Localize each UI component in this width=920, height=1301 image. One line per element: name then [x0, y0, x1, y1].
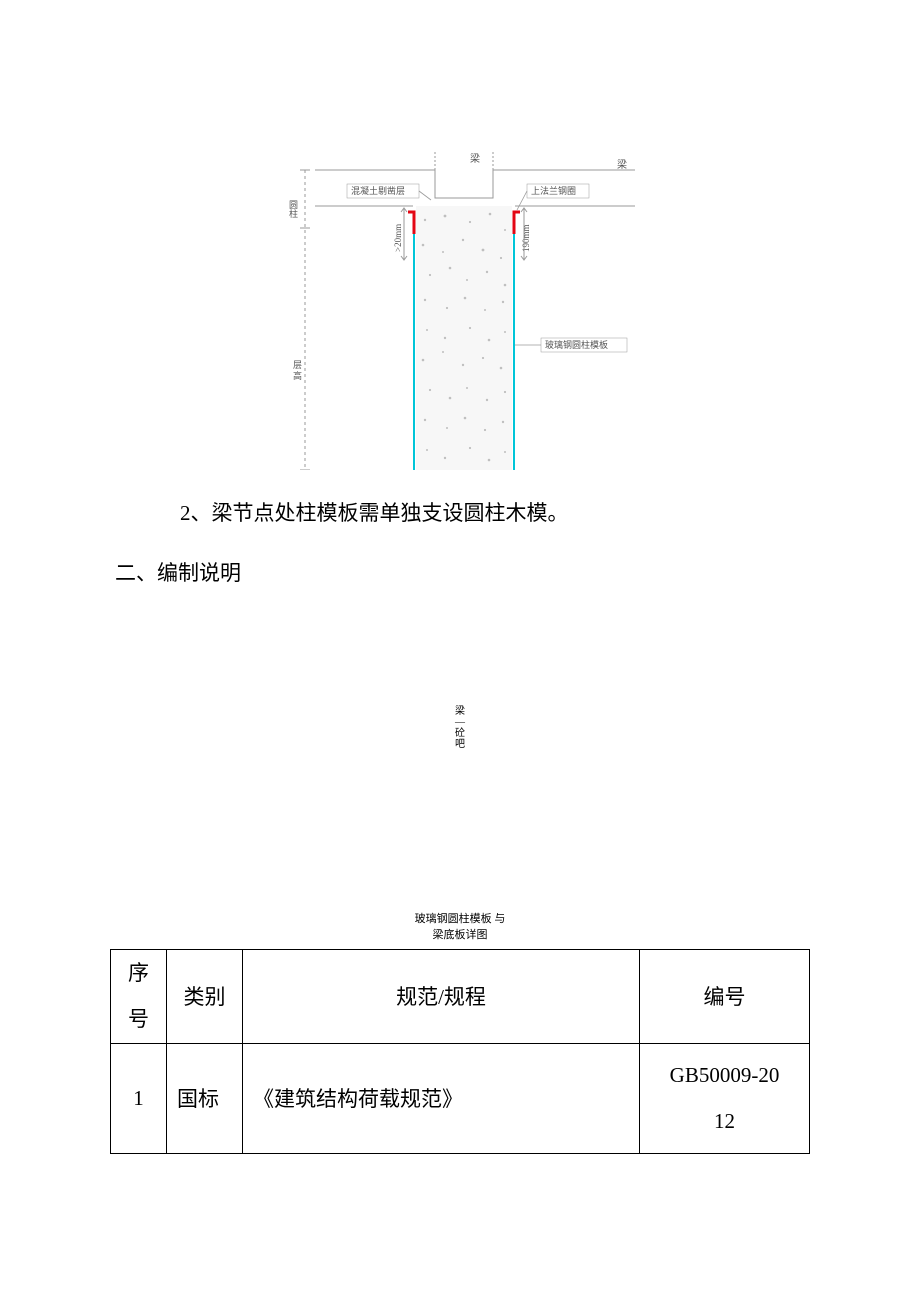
th-code: 编号 — [640, 950, 810, 1043]
paragraph-2: 2、梁节点处柱模板需单独支设圆柱木模。 — [110, 490, 810, 536]
th-cat: 类别 — [167, 950, 243, 1043]
cell-num: 1 — [111, 1043, 167, 1153]
section-heading: 二、编制说明 — [110, 550, 810, 596]
caption-line1: 玻璃钢圆柱模板 与 — [415, 913, 506, 925]
dim-left-label: >20mm — [393, 224, 403, 252]
standards-table: 序号 类别 规范/规程 编号 1 国标 《建筑结构荷载规范》 GB50009-2… — [110, 949, 810, 1153]
diagram2-caption: 玻璃钢圆柱模板 与 梁底板详图 — [110, 912, 810, 943]
caption-line2: 梁底板详图 — [433, 929, 488, 941]
column-beam-diagram: >20mm 190mm 梁 梁 混凝土剔凿层 上法兰钢圈 — [275, 140, 645, 470]
round-col-label: 圆柱 — [288, 200, 298, 218]
diagram2-region: 梁—砼吧 — [110, 706, 810, 752]
dim-right-label: 190mm — [521, 224, 531, 252]
concrete-layer-label: 混凝土剔凿层 — [351, 185, 405, 196]
height-dim-label: 层 高 — [292, 360, 302, 381]
th-spec: 规范/规程 — [243, 950, 640, 1043]
cell-spec: 《建筑结构荷载规范》 — [243, 1043, 640, 1153]
th-num: 序号 — [111, 950, 167, 1043]
table-row: 1 国标 《建筑结构荷载规范》 GB50009-2012 — [111, 1043, 810, 1153]
diagram2-vertical-text: 梁—砼吧 — [455, 706, 465, 750]
beam-right-label: 梁 — [617, 158, 627, 171]
cell-code: GB50009-2012 — [640, 1043, 810, 1153]
flange-label: 上法兰钢圈 — [531, 185, 576, 196]
beam-top-label: 梁 — [470, 152, 480, 165]
cell-cat: 国标 — [167, 1043, 243, 1153]
table-header-row: 序号 类别 规范/规程 编号 — [111, 950, 810, 1043]
formwork-label: 玻璃钢圆柱模板 — [545, 339, 608, 350]
